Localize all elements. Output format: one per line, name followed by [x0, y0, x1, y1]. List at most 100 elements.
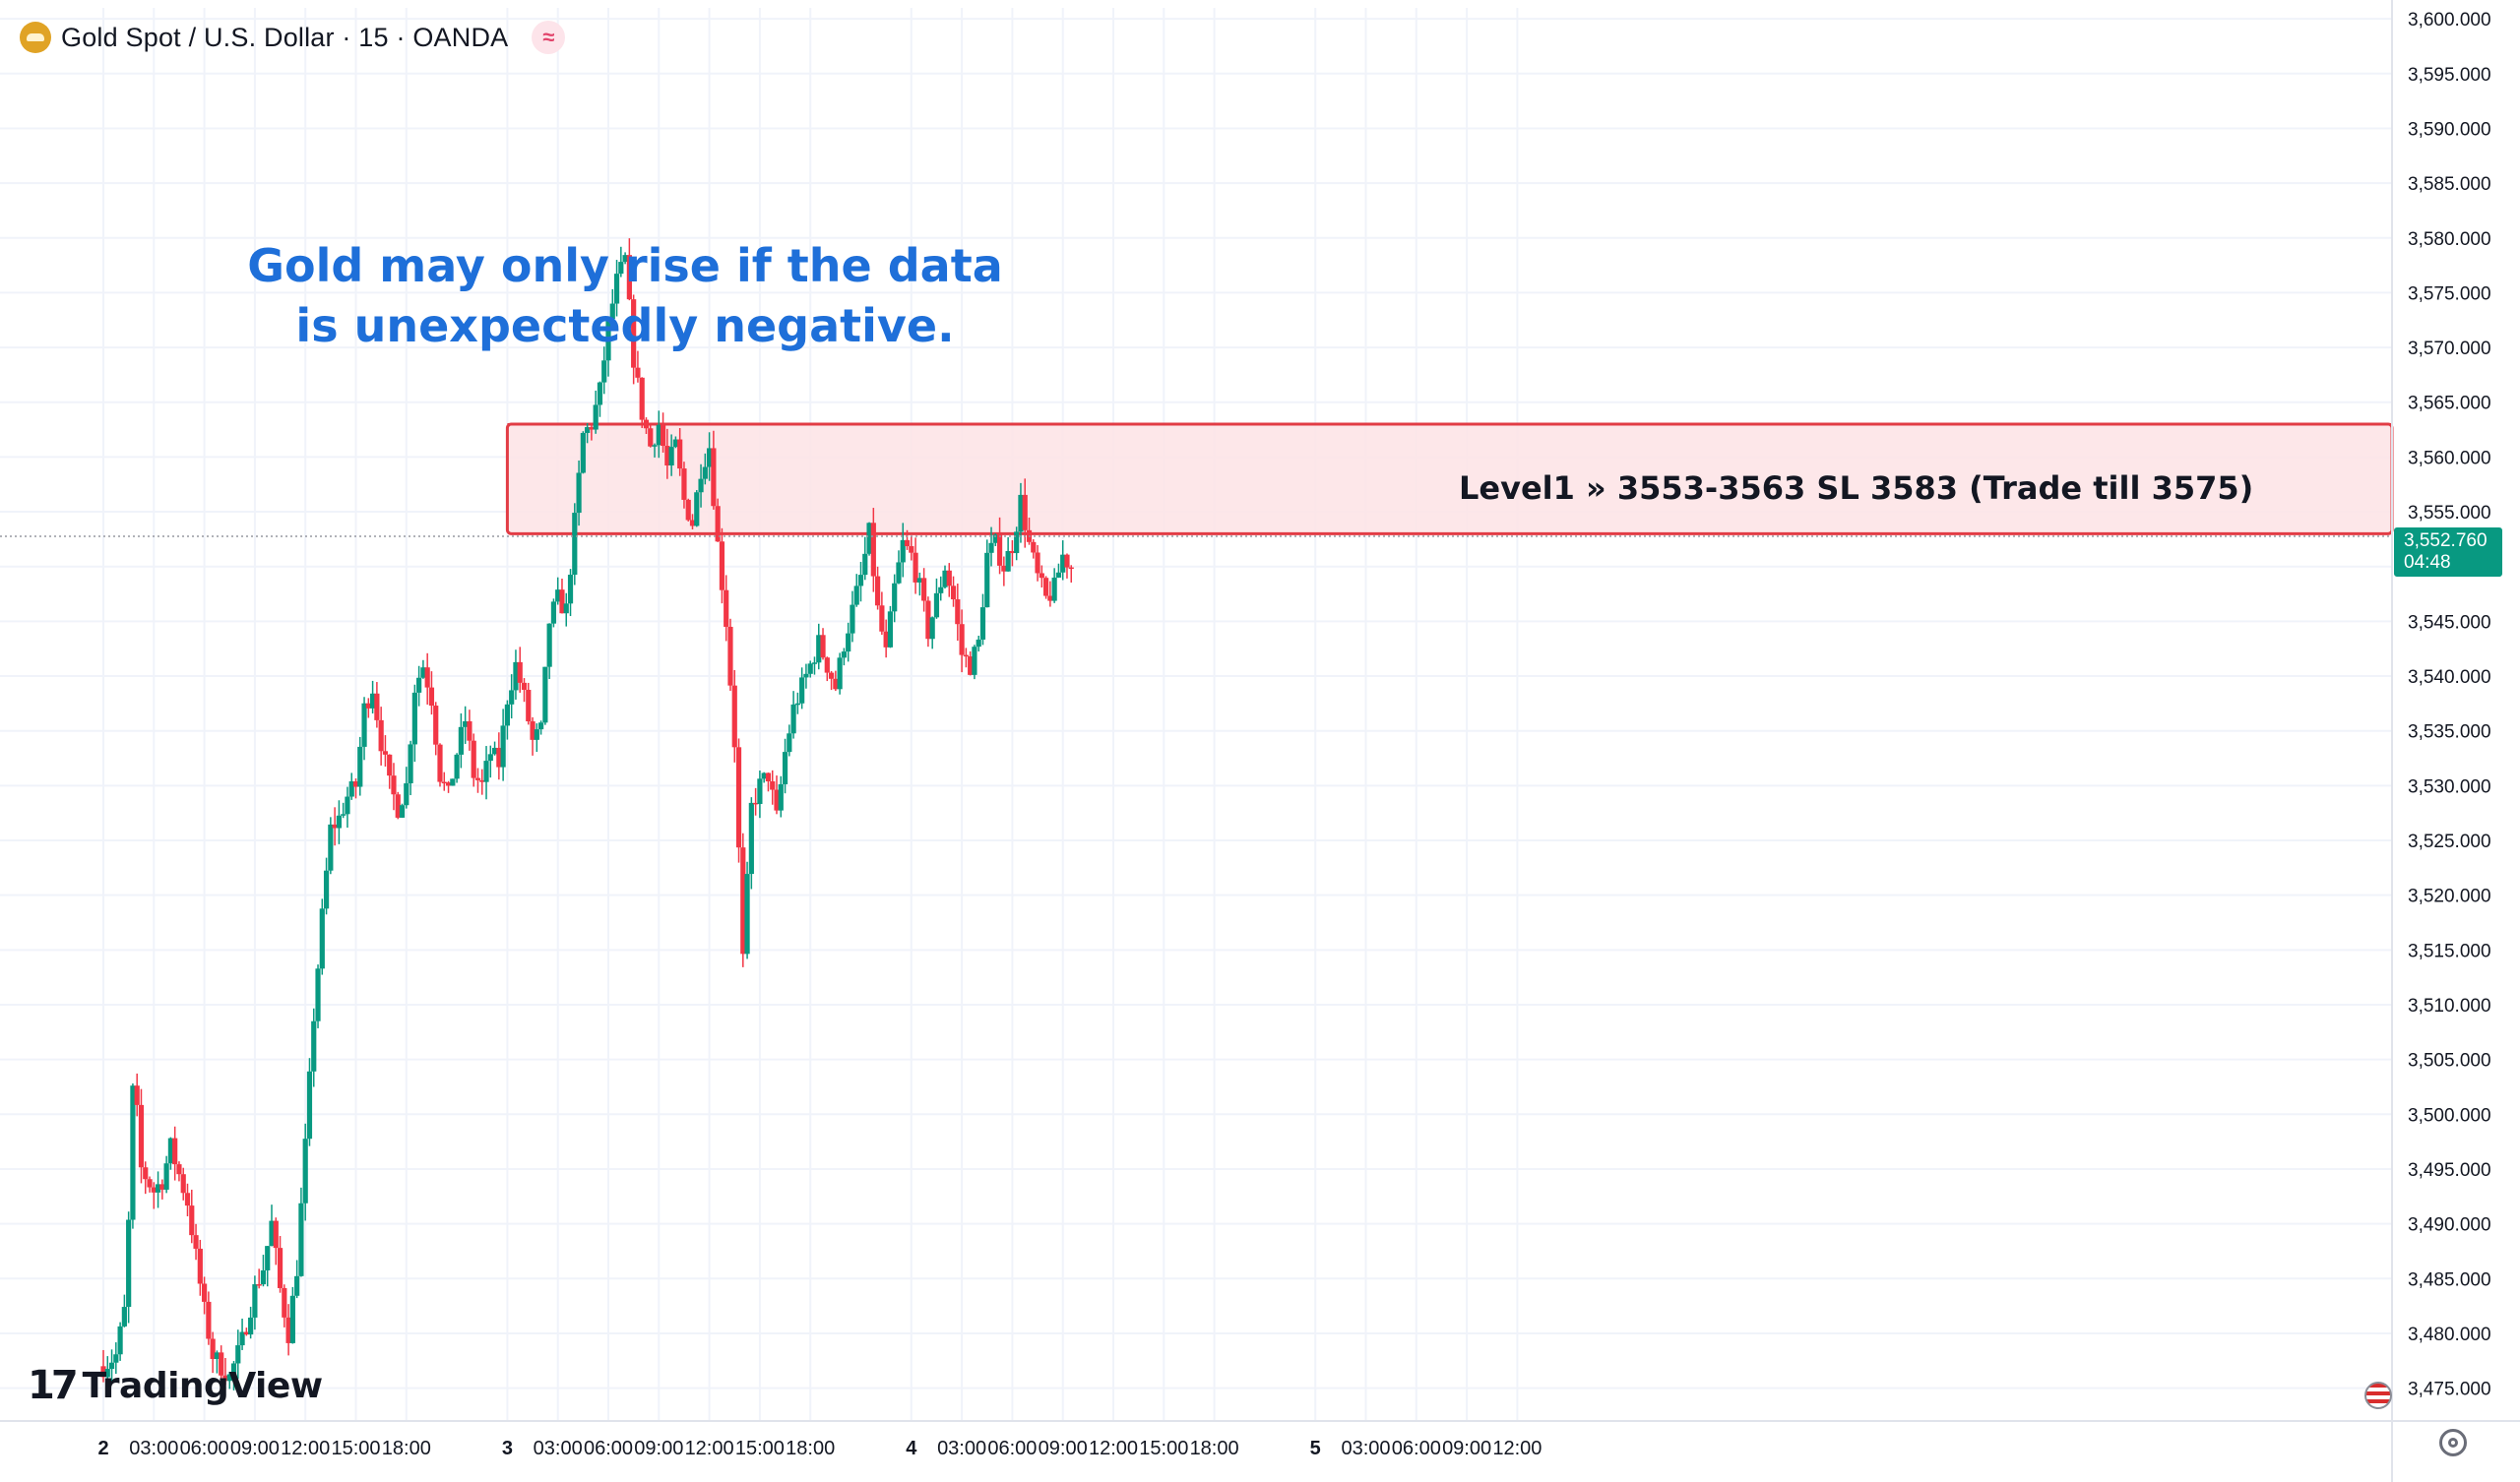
time-tick-label: 12:00	[281, 1438, 330, 1459]
candle	[833, 670, 839, 692]
candle	[138, 1088, 145, 1184]
candle	[883, 619, 889, 658]
candle	[411, 684, 417, 763]
candle	[282, 1284, 287, 1328]
time-tick-label: 15:00	[1139, 1438, 1188, 1459]
candle	[336, 800, 342, 844]
candle	[341, 802, 346, 819]
candle	[727, 618, 733, 691]
candle	[155, 1171, 161, 1208]
candle	[925, 596, 931, 648]
candle	[862, 536, 868, 581]
candle	[866, 522, 872, 556]
candle	[879, 591, 885, 636]
candle	[509, 674, 515, 719]
time-tick-label: 5	[1310, 1438, 1321, 1459]
candle	[740, 833, 746, 967]
candle	[846, 622, 851, 662]
candle	[252, 1275, 258, 1330]
candle	[609, 288, 615, 327]
time-tick-label: 03:00	[937, 1438, 986, 1459]
price-tick-label: 3,585.000	[2408, 174, 2491, 195]
candle	[104, 1356, 110, 1387]
price-tick-label: 3,525.000	[2408, 832, 2491, 852]
candle	[265, 1246, 271, 1287]
symbol-header[interactable]: Gold Spot / U.S. Dollar · 15 · OANDA ≈	[20, 18, 566, 57]
candle	[408, 740, 413, 796]
candle	[765, 772, 772, 792]
tradingview-logo[interactable]: 17 TradingView	[28, 1363, 323, 1408]
gear-icon[interactable]	[2439, 1429, 2467, 1456]
candle	[159, 1179, 165, 1200]
candle	[622, 252, 628, 265]
candle	[538, 720, 544, 735]
candle	[214, 1350, 220, 1374]
symbol-title[interactable]: Gold Spot / U.S. Dollar · 15 · OANDA	[61, 22, 509, 52]
candle	[365, 698, 371, 718]
candle	[235, 1329, 241, 1380]
candle	[180, 1167, 186, 1201]
candle	[471, 733, 476, 787]
candle	[256, 1268, 262, 1289]
price-tick-label: 3,485.000	[2408, 1269, 2491, 1290]
candle	[113, 1342, 119, 1375]
price-axis[interactable]: 3,600.000 3,595.000 3,590.000 3,585.000 3,58…	[2408, 10, 2491, 1399]
candle	[959, 609, 965, 673]
candle	[555, 577, 561, 605]
price-tick-label: 3,575.000	[2408, 283, 2491, 304]
candle	[1047, 581, 1053, 607]
candle	[715, 498, 721, 542]
wave-approx-icon[interactable]: ≈	[532, 21, 566, 54]
time-tick-label: 06:00	[1392, 1438, 1441, 1459]
candle	[744, 861, 750, 959]
candle	[770, 770, 776, 805]
candle	[323, 857, 330, 915]
price-tick-label: 3,500.000	[2408, 1105, 2491, 1126]
us-flag-icon[interactable]	[2364, 1382, 2392, 1409]
time-tick-label: 18:00	[1190, 1438, 1239, 1459]
candle	[597, 381, 603, 417]
candle	[230, 1361, 237, 1390]
candle	[1039, 565, 1044, 588]
candle	[108, 1349, 115, 1383]
candle	[567, 569, 574, 617]
time-tick-label: 09:00	[1039, 1438, 1088, 1459]
candle	[887, 605, 894, 648]
candle	[719, 527, 725, 604]
price-tick-label: 3,595.000	[2408, 65, 2491, 86]
candle	[787, 724, 792, 757]
candle	[875, 566, 881, 610]
candle	[685, 498, 691, 522]
candle	[724, 575, 729, 642]
candle	[450, 778, 456, 786]
candle	[184, 1183, 191, 1217]
candle	[580, 431, 586, 474]
candle	[269, 1204, 275, 1247]
candle	[563, 592, 569, 627]
candle	[916, 572, 922, 596]
candle	[526, 682, 532, 725]
candle	[496, 732, 502, 780]
candle	[546, 623, 552, 680]
candle	[929, 616, 935, 649]
time-tick-label: 06:00	[987, 1438, 1037, 1459]
time-axis[interactable]: 2 03:00 06:00 09:00 12:00 15:00 18:00 3 03:00 06:…	[97, 1438, 1542, 1459]
candle	[193, 1223, 199, 1261]
time-tick-label: 03:00	[1341, 1438, 1390, 1459]
candle	[955, 584, 961, 642]
candle	[1055, 563, 1062, 579]
candle	[976, 635, 981, 652]
candle	[1031, 538, 1037, 559]
candle	[302, 1123, 308, 1221]
candle	[933, 578, 940, 619]
candle	[942, 565, 948, 589]
candle	[479, 769, 485, 795]
candle	[210, 1331, 216, 1374]
time-tick-label: 06:00	[584, 1438, 633, 1459]
candle	[487, 745, 493, 778]
candle	[121, 1294, 127, 1328]
candle	[521, 678, 528, 703]
time-tick-label: 2	[97, 1438, 108, 1459]
candle	[395, 791, 401, 820]
